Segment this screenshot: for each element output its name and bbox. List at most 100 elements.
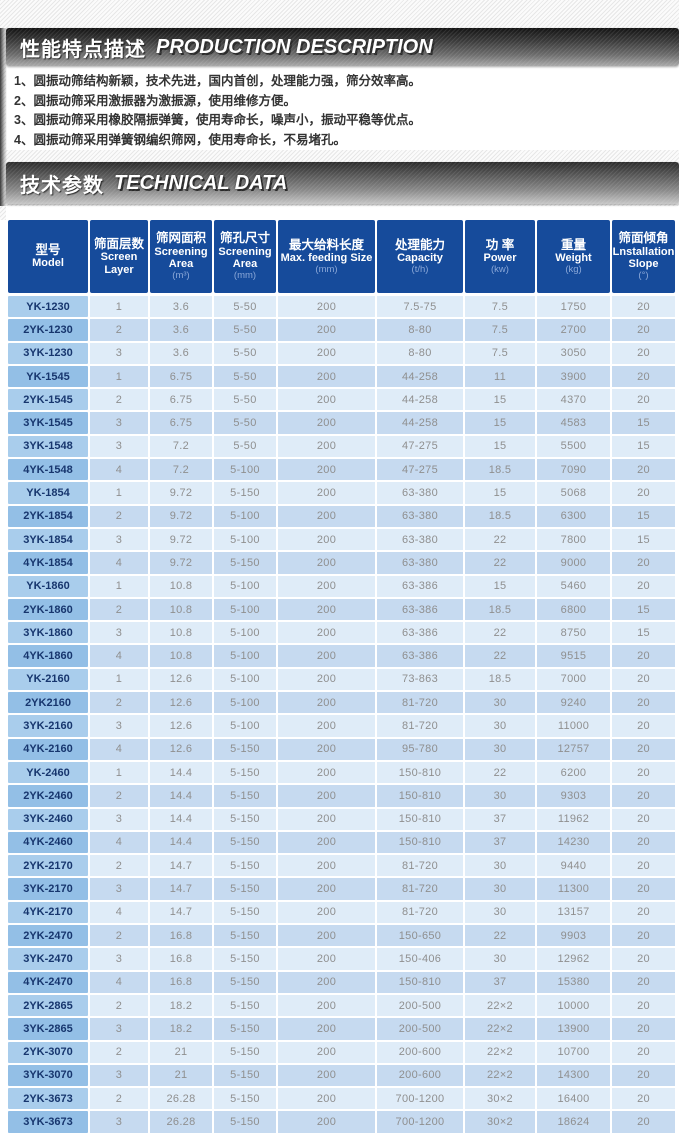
model-cell: YK-1860: [8, 575, 88, 597]
table-cell: 15: [612, 528, 675, 551]
table-cell: 30×2: [465, 1111, 535, 1133]
table-cell: 37: [465, 971, 535, 993]
table-cell: 47-275: [377, 435, 463, 458]
table-cell: 200: [278, 901, 375, 924]
table-cell: 22: [465, 925, 535, 947]
table-cell: 18.5: [465, 598, 535, 621]
table-cell: 5-100: [214, 645, 276, 667]
table-cell: 30: [465, 855, 535, 877]
table-cell: 18.5: [465, 459, 535, 481]
table-cell: 200: [278, 645, 375, 667]
table-cell: 200: [278, 878, 375, 900]
table-cell: 11300: [537, 878, 610, 900]
table-cell: 2: [90, 505, 148, 527]
feature-item-3: 3、圆振动筛采用橡胶隔振弹簧，使用寿命长，噪声小，振动平稳等优点。: [14, 113, 421, 127]
table-cell: 18624: [537, 1111, 610, 1133]
table-cell: 10.8: [150, 598, 212, 621]
table-cell: 14.4: [150, 831, 212, 854]
feature-item-2: 2、圆振动筛采用激振器为激振源，使用维修方便。: [14, 93, 296, 108]
table-cell: 150-650: [377, 925, 463, 947]
table-cell: 37: [465, 808, 535, 830]
production-description-title-en: PRODUCTION DESCRIPTION: [156, 35, 433, 58]
table-cell: 7000: [537, 668, 610, 691]
table-cell: 15: [465, 435, 535, 458]
table-cell: 30: [465, 785, 535, 807]
table-cell: 18.5: [465, 505, 535, 527]
column-header-en: Screening Area: [218, 245, 272, 271]
table-cell: 7090: [537, 459, 610, 481]
model-cell: YK-1545: [8, 365, 88, 388]
model-cell: 4YK-1548: [8, 459, 88, 481]
column-header-2: 筛网面积 Screening Area (m³): [150, 220, 212, 293]
table-header: 型号 Model 筛面层数 Screen Layer 筛网面积 Screening Are…: [8, 220, 675, 293]
table-cell: 20: [612, 1064, 675, 1087]
table-cell: 200: [278, 296, 375, 318]
model-cell: 4YK-2470: [8, 971, 88, 993]
table-cell: 200: [278, 715, 375, 737]
table-row: 2YK-2865 2 18.2 5-150 200 200-500 22×2 10000 20: [8, 994, 675, 1017]
table-cell: 22×2: [465, 1018, 535, 1040]
table-cell: 200-600: [377, 1064, 463, 1087]
table-cell: 16.8: [150, 971, 212, 993]
table-cell: 15: [465, 575, 535, 597]
table-cell: 2: [90, 692, 148, 714]
table-cell: 3.6: [150, 319, 212, 341]
table-cell: 200: [278, 971, 375, 993]
table-cell: 7.2: [150, 435, 212, 458]
table-cell: 14.4: [150, 761, 212, 784]
table-cell: 200: [278, 622, 375, 644]
model-cell: 3YK-2160: [8, 715, 88, 737]
table-cell: 150-406: [377, 948, 463, 970]
table-cell: 22×2: [465, 1064, 535, 1087]
table-cell: 4583: [537, 412, 610, 434]
table-cell: 5-150: [214, 901, 276, 924]
table-row: YK-1545 1 6.75 5-50 200 44-258 11 3900 20: [8, 365, 675, 388]
table-cell: 200: [278, 761, 375, 784]
table-cell: 3: [90, 1064, 148, 1087]
table-cell: 2: [90, 994, 148, 1017]
table-cell: 11962: [537, 808, 610, 830]
column-header-1: 筛面层数 Screen Layer: [90, 220, 148, 293]
table-cell: 200: [278, 342, 375, 364]
table-cell: 5-150: [214, 1111, 276, 1133]
table-row: 2YK-2170 2 14.7 5-150 200 81-720 30 9440 20: [8, 855, 675, 877]
table-cell: 20: [612, 994, 675, 1017]
column-header-en: Power: [483, 251, 517, 264]
table-cell: 1: [90, 761, 148, 784]
table-cell: 13157: [537, 901, 610, 924]
table-cell: 20: [612, 692, 675, 714]
table-cell: 9440: [537, 855, 610, 877]
table-cell: 16400: [537, 1088, 610, 1110]
table-cell: 22×2: [465, 1041, 535, 1063]
table-cell: 20: [612, 808, 675, 830]
table-cell: 200: [278, 1111, 375, 1133]
table-cell: 3.6: [150, 296, 212, 318]
table-row: 3YK-1860 3 10.8 5-100 200 63-386 22 8750 15: [8, 622, 675, 644]
table-cell: 63-380: [377, 482, 463, 504]
feature-list: 1、圆振动筛结构新颖，技术先进，国内首创，处理能力强，筛分效率高。 2、圆振动筛采…: [14, 72, 664, 150]
table-cell: 21: [150, 1064, 212, 1087]
table-cell: 6.75: [150, 412, 212, 434]
model-cell: YK-1854: [8, 482, 88, 504]
table-cell: 20: [612, 459, 675, 481]
table-cell: 150-810: [377, 971, 463, 993]
table-cell: 3: [90, 435, 148, 458]
table-row: 3YK-1545 3 6.75 5-50 200 44-258 15 4583 15: [8, 412, 675, 434]
model-cell: 4YK-1860: [8, 645, 88, 667]
table-cell: 200: [278, 435, 375, 458]
table-cell: 15: [612, 598, 675, 621]
model-cell: 3YK-2170: [8, 878, 88, 900]
table-cell: 20: [612, 715, 675, 737]
table-row: 3YK-2865 3 18.2 5-150 200 200-500 22×2 13900 20: [8, 1018, 675, 1040]
table-cell: 5-150: [214, 1064, 276, 1087]
table-cell: 20: [612, 925, 675, 947]
table-cell: 150-810: [377, 785, 463, 807]
column-header-4: 最大给料长度 Max. feeding Size (mm): [278, 220, 375, 293]
table-cell: 12.6: [150, 692, 212, 714]
column-header-3: 筛孔尺寸 Screening Area (mm): [214, 220, 276, 293]
table-cell: 30: [465, 738, 535, 760]
table-cell: 3: [90, 412, 148, 434]
model-cell: 2YK-1860: [8, 598, 88, 621]
model-cell: 3YK-1860: [8, 622, 88, 644]
